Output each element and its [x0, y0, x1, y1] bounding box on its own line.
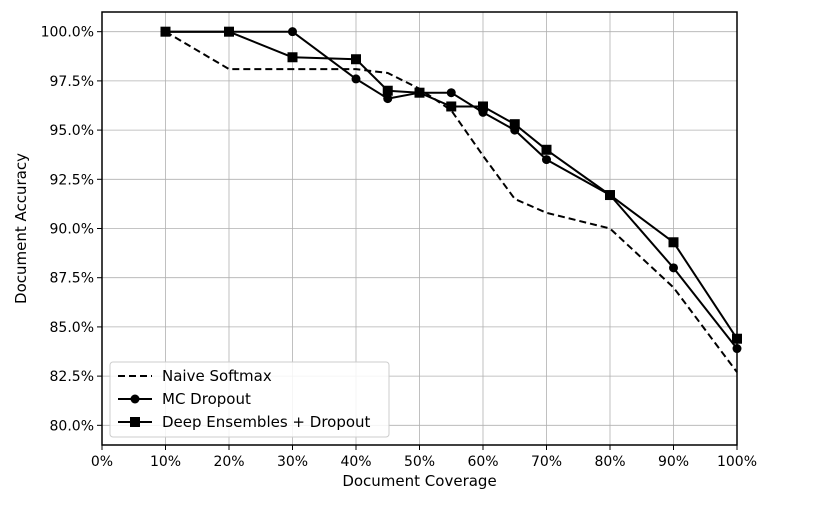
legend-entry: MC Dropout — [118, 390, 251, 408]
data-point — [668, 237, 679, 248]
series-2 — [160, 26, 742, 344]
data-point — [287, 52, 298, 63]
y-axis-label: Document Accuracy — [12, 153, 30, 304]
data-point — [160, 26, 171, 37]
data-point — [605, 190, 615, 201]
data-point — [351, 74, 361, 84]
x-tick-label: 100% — [717, 454, 757, 470]
data-point — [446, 88, 456, 98]
x-tick-label: 70% — [531, 454, 562, 470]
y-tick-label: 90.0% — [50, 222, 94, 238]
y-tick-label: 95.0% — [50, 123, 94, 139]
x-tick-label: 80% — [594, 454, 625, 470]
data-point — [541, 144, 552, 155]
data-point — [288, 27, 297, 37]
data-point — [382, 85, 393, 96]
data-point — [669, 263, 678, 273]
x-axis-label: Document Coverage — [342, 472, 496, 490]
x-tick-label: 20% — [213, 454, 244, 470]
series-0 — [164, 30, 738, 373]
legend-box — [109, 361, 390, 438]
y-tick-label: 100.0% — [41, 25, 94, 41]
data-point — [351, 54, 361, 65]
legend-label: Naive Softmax — [162, 367, 272, 385]
x-tick-label: 10% — [150, 454, 181, 470]
series-layer — [160, 26, 742, 373]
legend-marker — [130, 394, 140, 404]
y-tick-label: 87.5% — [50, 271, 94, 287]
data-point — [414, 87, 425, 98]
series-line — [164, 30, 738, 373]
y-tick-label: 80.0% — [50, 418, 94, 434]
data-point — [383, 94, 393, 104]
legend-label: MC Dropout — [162, 390, 251, 408]
y-tick-label: 82.5% — [50, 369, 94, 385]
x-tick-label: 60% — [467, 454, 498, 470]
data-point — [542, 155, 551, 165]
y-tick-label: 97.5% — [50, 74, 94, 90]
y-axis-ticks: 80.0% 82.5% 85.0% 87.5% 90.0% 92.5% 95.0% 97.5%… — [41, 25, 102, 434]
x-tick-label: 0% — [91, 454, 113, 470]
y-tick-label: 85.0% — [50, 320, 94, 336]
data-point — [446, 101, 457, 112]
data-point — [509, 119, 520, 130]
legend-entry: Deep Ensembles + Dropout — [118, 413, 371, 431]
x-tick-label: 90% — [658, 454, 689, 470]
data-point — [478, 101, 488, 112]
x-tick-label: 50% — [404, 454, 435, 470]
y-tick-label: 92.5% — [50, 172, 94, 188]
x-tick-label: 30% — [277, 454, 308, 470]
legend: Naive Softmax MC Dropout Deep Ensembles + … — [109, 361, 390, 438]
legend-marker — [130, 417, 140, 427]
legend-entry: Naive Softmax — [118, 367, 272, 385]
x-tick-label: 40% — [340, 454, 371, 470]
data-point — [224, 26, 234, 37]
legend-label: Deep Ensembles + Dropout — [162, 413, 371, 431]
x-axis-ticks: 0% 10% 20% 30% 40% 50% 60% 70% 80% 90% 100% — [91, 445, 757, 470]
